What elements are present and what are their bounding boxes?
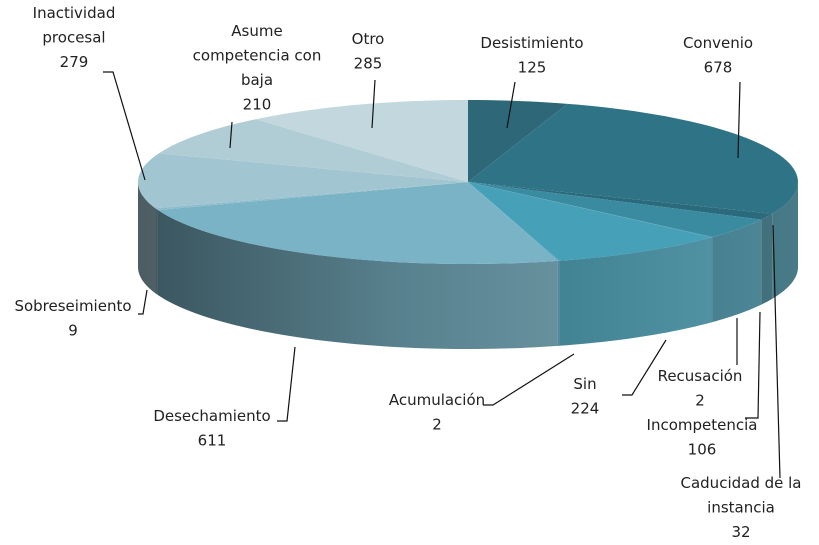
leader-line [138,289,148,315]
value-label: 2 [695,392,705,410]
category-label: Recusación [658,367,743,385]
pie-tops [138,100,798,264]
pie-slice [468,182,773,220]
category-label: Asume competencia con baja [193,22,322,89]
pie-slice [158,119,468,182]
pie-slice [468,182,713,238]
value-label: 9 [68,322,78,340]
value-label: 279 [60,53,89,71]
pie-slice [157,182,558,264]
leader-line [277,346,296,422]
category-label: Acumulación [389,391,485,409]
value-label: 210 [243,96,272,114]
side-shading [138,182,798,349]
pie-slice [468,103,798,214]
value-label: 32 [731,523,750,541]
leader-line [229,121,233,149]
category-label: Incompetencia [647,416,758,434]
value-label: 224 [571,400,600,418]
value-label: 2 [432,416,442,434]
pie-slice [468,182,560,261]
pie-sides [138,182,798,349]
leader-line [103,71,146,181]
pie-slice [255,100,468,182]
leader-line [371,79,376,129]
leader-line [622,339,667,396]
category-label: Sobreseimiento [14,297,131,315]
category-label: Inactividad procesal [33,4,116,47]
leader-line [483,353,575,406]
category-label: Convenio [683,34,753,52]
value-label: 611 [198,432,227,450]
leader-line [737,81,741,159]
category-label: Otro [352,30,385,48]
category-label: Caducidad de la instancia [681,474,802,517]
pie-slice [468,100,568,182]
category-label: Desechamiento [153,407,270,425]
value-label: 678 [704,59,733,77]
category-label: Desistimiento [480,34,583,52]
pie-slice [468,182,712,261]
value-label: 106 [688,441,717,459]
pie-slice [138,153,468,209]
leader-line [772,224,781,479]
value-label: 125 [518,59,547,77]
pie-slice [155,182,468,211]
category-label: Sin [573,375,596,393]
labels: Desistimiento 125 Convenio 678 Caducidad de … [14,4,801,541]
value-label: 285 [354,55,383,73]
leader-line [745,311,761,419]
pie-slice [468,182,762,238]
leader-line [506,81,516,129]
